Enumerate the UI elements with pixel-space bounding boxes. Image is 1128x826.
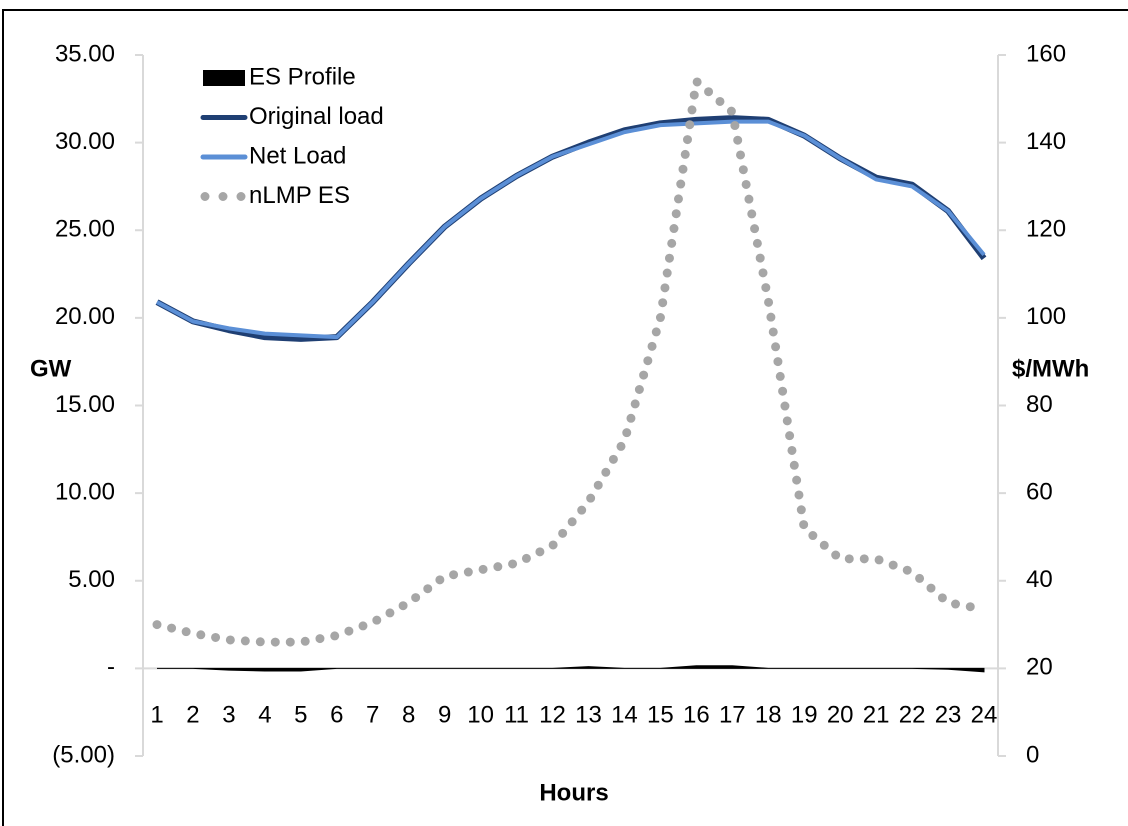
y2-axis-title: $/MWh xyxy=(1012,355,1089,382)
legend-label: nLMP ES xyxy=(249,182,350,209)
x-tick-label: 8 xyxy=(402,701,415,728)
x-tick-label: 15 xyxy=(647,701,674,728)
x-tick-label: 23 xyxy=(935,701,962,728)
y-tick-label: - xyxy=(107,654,115,681)
y2-tick-label: 80 xyxy=(1026,391,1053,418)
y-tick-label: 25.00 xyxy=(55,216,115,243)
x-tick-label: 21 xyxy=(863,701,890,728)
x-axis-title: Hours xyxy=(539,779,608,806)
line xyxy=(156,119,986,340)
x-tick-label: 5 xyxy=(294,701,307,728)
x-tick-label: 22 xyxy=(899,701,926,728)
y-tick-label: 10.00 xyxy=(55,478,115,505)
area xyxy=(157,665,985,673)
y2-tick-label: 140 xyxy=(1026,128,1066,155)
x-tick-label: 3 xyxy=(222,701,235,728)
y2-tick-label: 0 xyxy=(1026,741,1039,768)
x-tick-label: 6 xyxy=(330,701,343,728)
y-axis-title: GW xyxy=(30,355,72,382)
x-tick-label: 11 xyxy=(504,701,529,728)
x-tick-label: 7 xyxy=(366,701,379,728)
legend-swatch xyxy=(203,70,245,86)
x-tick-label: 9 xyxy=(438,701,451,728)
legend-label: ES Profile xyxy=(249,63,356,90)
x-tick-label: 24 xyxy=(971,701,998,728)
chart-border xyxy=(2,9,1128,826)
y2-tick-label: 100 xyxy=(1026,303,1066,330)
y2-tick-label: 40 xyxy=(1026,566,1053,593)
x-tick-label: 12 xyxy=(539,701,566,728)
x-tick-label: 13 xyxy=(575,701,602,728)
x-tick-label: 20 xyxy=(827,701,854,728)
x-tick-label: 14 xyxy=(611,701,638,728)
legend-label: Original load xyxy=(249,103,384,130)
x-tick-label: 1 xyxy=(150,701,163,728)
x-tick-label: 19 xyxy=(791,701,818,728)
x-tick-label: 17 xyxy=(719,701,746,728)
x-tick-label: 2 xyxy=(186,701,199,728)
y-tick-label: 20.00 xyxy=(55,303,115,330)
legend-label: Net Load xyxy=(249,142,346,169)
y-tick-label: 35.00 xyxy=(55,40,115,67)
x-tick-label: 10 xyxy=(467,701,494,728)
line xyxy=(152,76,989,647)
y2-tick-label: 20 xyxy=(1026,654,1053,681)
y2-tick-label: 120 xyxy=(1026,216,1066,243)
x-tick-label: 4 xyxy=(258,701,271,728)
y2-tick-label: 60 xyxy=(1026,478,1053,505)
y-tick-label: 15.00 xyxy=(55,391,115,418)
y-tick-label: 30.00 xyxy=(55,128,115,155)
y-tick-label: 5.00 xyxy=(68,566,115,593)
x-tick-label: 16 xyxy=(683,701,710,728)
x-tick-label: 18 xyxy=(755,701,782,728)
y-tick-label: (5.00) xyxy=(52,741,115,768)
y2-tick-label: 160 xyxy=(1026,40,1066,67)
